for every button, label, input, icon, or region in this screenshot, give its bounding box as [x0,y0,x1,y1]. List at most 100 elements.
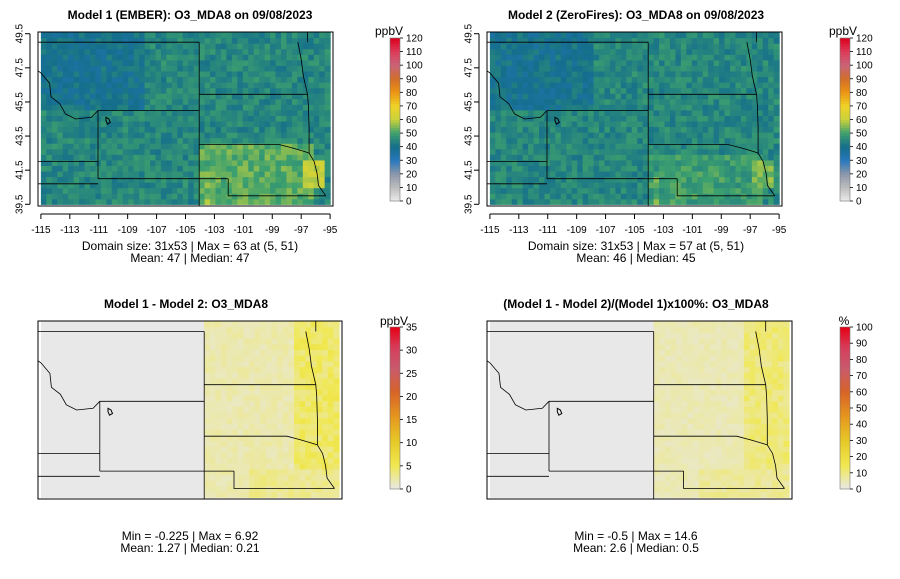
heat-cell [593,93,600,100]
heat-cell [175,474,183,481]
heat-cell [297,137,304,144]
heat-cell [746,70,753,78]
heat-cell [675,76,682,83]
heat-cell [735,137,742,144]
heat-cell [117,32,124,39]
heat-cell [57,48,64,55]
colorbar-segment [390,133,400,137]
heat-cell [560,87,567,94]
heat-cell [215,394,222,402]
heat-cell [604,137,611,144]
heat-cell [117,48,124,55]
heat-cell [506,98,513,105]
heat-cell [713,98,720,105]
heat-cell [626,176,633,183]
heat-cell [740,87,747,94]
heat-cell [544,32,551,39]
heat-cell [286,182,293,189]
heat-cell [686,109,693,116]
heat-cell [751,143,758,150]
heat-cell [253,70,260,78]
heat-cell [308,126,315,133]
heat-cell [164,366,171,373]
heat-cell [181,468,188,476]
heat-cell [130,457,138,464]
heat-cell [626,65,633,72]
heat-cell [253,143,260,150]
heat-cell [511,98,518,105]
heat-cell [164,423,171,430]
heat-cell [51,82,58,89]
heat-cell [265,480,273,487]
heat-cell [142,389,149,396]
heat-cell [133,37,140,44]
heat-cell [297,76,304,83]
heat-cell [91,400,98,407]
heat-cell [324,154,331,161]
heat-cell [275,120,282,128]
colorbar-segment [390,187,400,191]
heat-cell [768,176,775,183]
heat-cell [100,54,107,61]
heat-cell [544,159,551,166]
heat-cell [254,383,261,390]
heat-cell [237,48,244,55]
heat-cell [288,446,295,453]
heat-cell [277,480,284,487]
heat-cell [192,491,200,498]
heat-cell [659,193,666,200]
heat-cell [522,170,529,178]
heat-cell [762,120,769,128]
heat-cell [691,104,698,111]
heat-cell [51,165,58,172]
heat-cell [187,457,194,464]
heat-cell [57,400,65,407]
heat-cell [155,165,162,172]
heat-cell [773,32,780,39]
heat-cell [79,182,86,189]
heat-cell [95,176,102,183]
heat-cell [108,355,115,362]
heat-cell [615,120,622,128]
heat-cell [555,43,562,50]
heat-cell [713,193,720,200]
heat-cell [62,165,69,172]
heat-cell [68,109,75,116]
heat-cell [97,360,104,368]
heat-cell [85,343,93,351]
heat-cell [100,182,107,189]
heat-cell [653,54,660,61]
heat-cell [136,485,143,493]
heat-cell [664,198,671,205]
heat-cell [166,109,173,116]
heat-cell [319,82,326,89]
heat-cell [102,326,110,333]
heat-cell [324,59,331,66]
heat-cell [220,383,228,390]
heat-cell [69,446,76,453]
heat-cell [637,193,644,200]
heat-cell [277,451,284,459]
heat-cell [302,54,309,61]
heat-cell [114,491,121,498]
heat-cell [313,198,320,205]
heat-cell [62,182,69,189]
heat-cell [108,434,115,441]
colorbar-segment [390,127,400,131]
heat-cell [69,411,76,419]
heat-cell [324,93,331,100]
heat-cell [593,198,600,205]
heat-cell [51,59,58,66]
heat-cell [653,143,660,150]
heat-cell [517,170,524,178]
heat-cell [582,159,589,166]
heat-cell [46,389,53,396]
heat-cell [220,343,228,351]
heat-cell [297,159,304,166]
heat-cell [313,143,320,150]
heat-cell [528,76,535,83]
y-tick-label: 49.5 [464,24,475,44]
heat-cell [232,389,239,396]
heat-cell [609,54,617,61]
heat-cell [226,198,233,205]
